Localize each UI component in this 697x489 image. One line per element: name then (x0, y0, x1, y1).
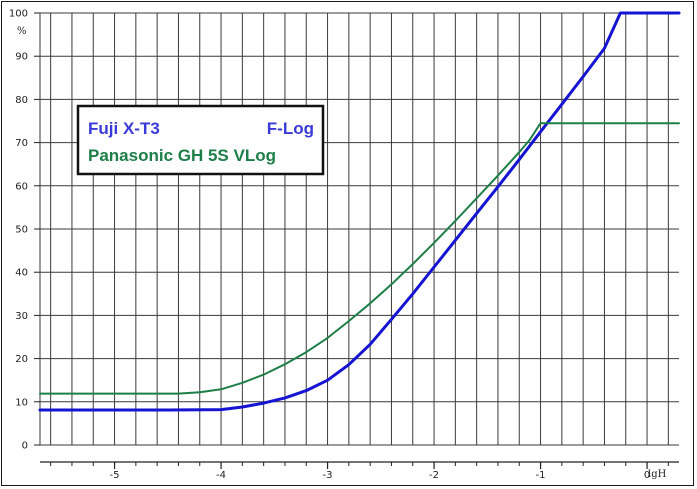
x-axis-unit-label: lgH (648, 469, 667, 480)
x-tick-label: -5 (110, 470, 120, 481)
x-tick-label: 0 (644, 470, 650, 481)
series-lines (38, 11, 681, 412)
x-tick-label: -1 (536, 470, 546, 481)
legend-fuji-brand: Fuji X-T3 (88, 119, 160, 138)
y-tick-label: 60 (15, 181, 28, 192)
x-tick-label: -4 (216, 470, 226, 481)
legend-box (76, 104, 325, 176)
legend-fuji-curve: F-Log (267, 119, 314, 138)
y-axis-unit-label: % (17, 26, 27, 37)
y-tick-label: 20 (15, 354, 28, 365)
legend: Fuji X-T3 F-Log Panasonic GH 5S VLog (76, 104, 325, 176)
axes (34, 12, 679, 469)
y-tick-label: 40 (15, 268, 28, 279)
y-tick-label: 90 (15, 52, 28, 63)
x-tick-label: -3 (323, 470, 333, 481)
y-tick-label: 30 (15, 311, 28, 322)
y-tick-label: 0 (22, 441, 28, 452)
series-line-panasonic-vlog (39, 122, 680, 395)
x-tick-label: -2 (429, 470, 439, 481)
legend-panasonic: Panasonic GH 5S VLog (88, 146, 276, 165)
tick-labels: 0 10 20 30 40 50 60 70 80 90 100 -5 -4 -3 -2 -1 0 (9, 9, 650, 482)
y-tick-label: 100 (9, 9, 28, 20)
y-tick-label: 50 (15, 225, 28, 236)
y-tick-label: 70 (15, 138, 28, 149)
series-line-fuji-flog (38, 11, 681, 412)
y-tick-label: 10 (15, 397, 28, 408)
y-tick-label: 80 (15, 95, 28, 106)
grid (39, 12, 679, 446)
